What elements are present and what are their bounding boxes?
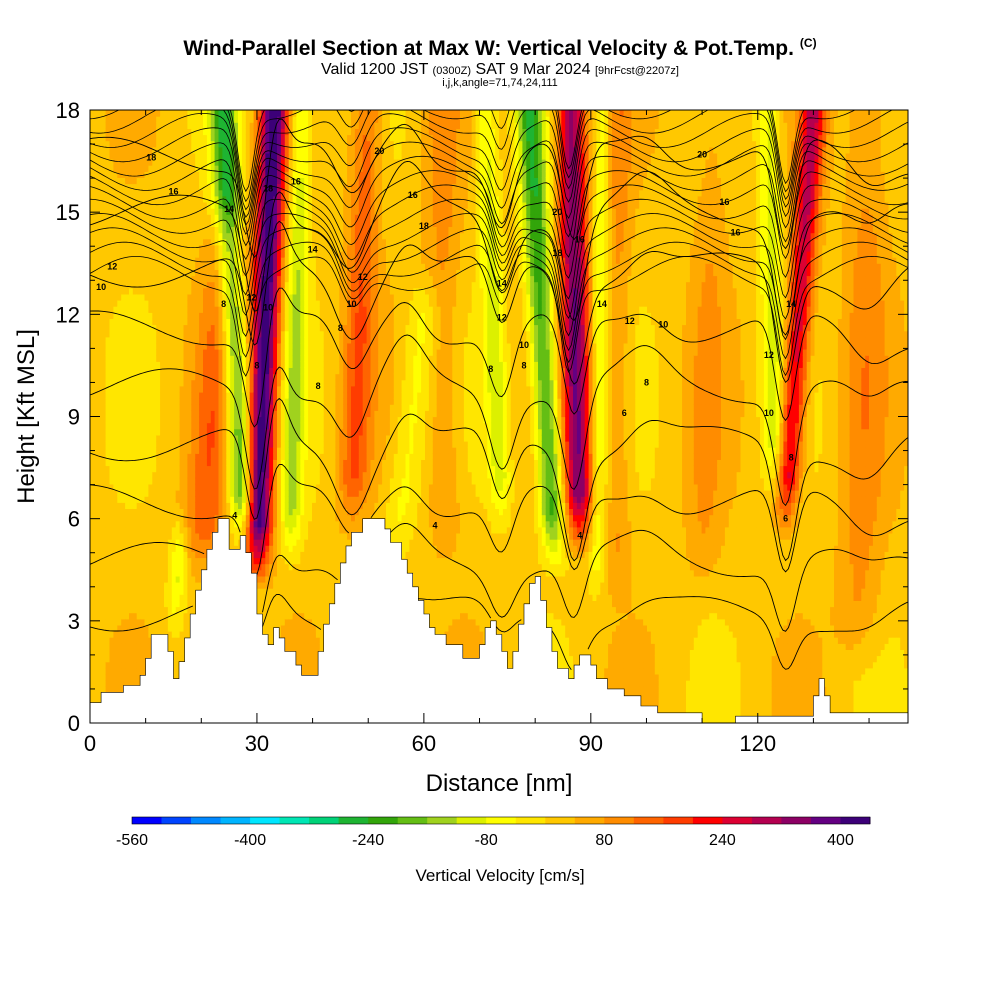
contour-label: 16 xyxy=(730,228,740,238)
contour-label: 4 xyxy=(232,510,237,520)
colorbar-segment xyxy=(693,817,723,824)
y-tick-label: 15 xyxy=(56,200,80,225)
colorbar-segment xyxy=(604,817,634,824)
colorbar-segment xyxy=(309,817,339,824)
colorbar-tick-label: -400 xyxy=(234,832,266,849)
contour-label: 8 xyxy=(338,323,343,333)
contour-label: 12 xyxy=(358,272,368,282)
colorbar-segment xyxy=(191,817,221,824)
colorbar-segment xyxy=(841,817,871,824)
contour-label: 14 xyxy=(786,299,796,309)
contour-label: 16 xyxy=(575,234,585,244)
colorbar-segment xyxy=(398,817,428,824)
colorbar-segment xyxy=(368,817,398,824)
colorbar-segment xyxy=(457,817,487,824)
x-tick-label: 120 xyxy=(739,731,776,756)
x-tick-label: 60 xyxy=(412,731,436,756)
y-tick-label: 3 xyxy=(68,609,80,634)
contour-label: 8 xyxy=(789,452,794,462)
colorbar-segment xyxy=(280,817,310,824)
y-tick-label: 6 xyxy=(68,507,80,532)
colorbar-segment xyxy=(663,817,693,824)
contour-label: 16 xyxy=(168,187,178,197)
y-tick-label: 18 xyxy=(56,98,80,123)
contour-label: 8 xyxy=(521,360,526,370)
contour-label: 14 xyxy=(497,279,507,289)
contour-label: 12 xyxy=(764,350,774,360)
colorbar-segment xyxy=(339,817,369,824)
contour-label: 16 xyxy=(719,197,729,207)
contour-label: 10 xyxy=(263,303,273,313)
contour-label: 4 xyxy=(432,521,437,531)
contour-label: 8 xyxy=(644,377,649,387)
colorbar-segment xyxy=(575,817,605,824)
y-tick-label: 0 xyxy=(68,711,80,736)
colorbar-segment xyxy=(722,817,752,824)
colorbar-segment xyxy=(486,817,516,824)
contour-label: 20 xyxy=(374,146,384,156)
contour-label: 16 xyxy=(291,177,301,187)
contour-label: 8 xyxy=(254,360,259,370)
colorbar-segment xyxy=(427,817,457,824)
y-axis-label: Height [Kft MSL] xyxy=(13,329,40,504)
contour-label: 18 xyxy=(263,183,273,193)
colorbar-tick-label: 240 xyxy=(709,832,736,849)
contour-label: 10 xyxy=(96,282,106,292)
colorbar-tick-label: 80 xyxy=(595,832,613,849)
colorbar-segment xyxy=(162,817,192,824)
colorbar-segment xyxy=(516,817,546,824)
x-tick-label: 30 xyxy=(245,731,269,756)
contour-label: 12 xyxy=(246,292,256,302)
colorbar-segment xyxy=(221,817,251,824)
contour-label: 20 xyxy=(552,207,562,217)
contour-label: 18 xyxy=(419,221,429,231)
x-tick-label: 0 xyxy=(84,731,96,756)
contour-label: 4 xyxy=(577,531,582,541)
contour-label: 12 xyxy=(497,313,507,323)
colorbar-tick-label: -560 xyxy=(116,832,148,849)
colorbar-tick-label: -80 xyxy=(475,832,498,849)
contour-label: 8 xyxy=(316,381,321,391)
contour-label: 10 xyxy=(346,299,356,309)
colorbar-segment xyxy=(781,817,811,824)
contour-label: 6 xyxy=(783,514,788,524)
contour-label: 6 xyxy=(622,408,627,418)
colorbar-segment xyxy=(250,817,280,824)
contour-label: 10 xyxy=(764,408,774,418)
colorbar-segment xyxy=(545,817,575,824)
colorbar-segment xyxy=(634,817,664,824)
contour-label: 18 xyxy=(146,153,156,163)
contour-label: 14 xyxy=(224,204,234,214)
contour-label: 12 xyxy=(625,316,635,326)
contour-label: 16 xyxy=(408,190,418,200)
y-tick-label: 12 xyxy=(56,302,80,327)
colorbar-segment xyxy=(132,817,162,824)
contour-label: 10 xyxy=(519,340,529,350)
contour-label: 20 xyxy=(697,149,707,159)
contour-label: 12 xyxy=(107,262,117,272)
colorbar-segment xyxy=(811,817,841,824)
contour-label: 18 xyxy=(552,248,562,258)
y-tick-label: 9 xyxy=(68,405,80,430)
colorbar-tick-label: -240 xyxy=(352,832,384,849)
colorbar-label: Vertical Velocity [cm/s] xyxy=(415,866,584,885)
colorbar: -560 -400 -240 -80 80 240 400 Vertical Velocity… xyxy=(116,817,871,885)
contour-label: 10 xyxy=(658,320,668,330)
colorbar-segment xyxy=(752,817,782,824)
contour-label: 8 xyxy=(488,364,493,374)
contour-label: 8 xyxy=(221,299,226,309)
x-axis-label: Distance [nm] xyxy=(426,770,573,797)
contour-label: 14 xyxy=(308,245,318,255)
contour-label: 14 xyxy=(597,299,607,309)
x-tick-label: 90 xyxy=(579,731,603,756)
colorbar-tick-label: 400 xyxy=(827,832,854,849)
